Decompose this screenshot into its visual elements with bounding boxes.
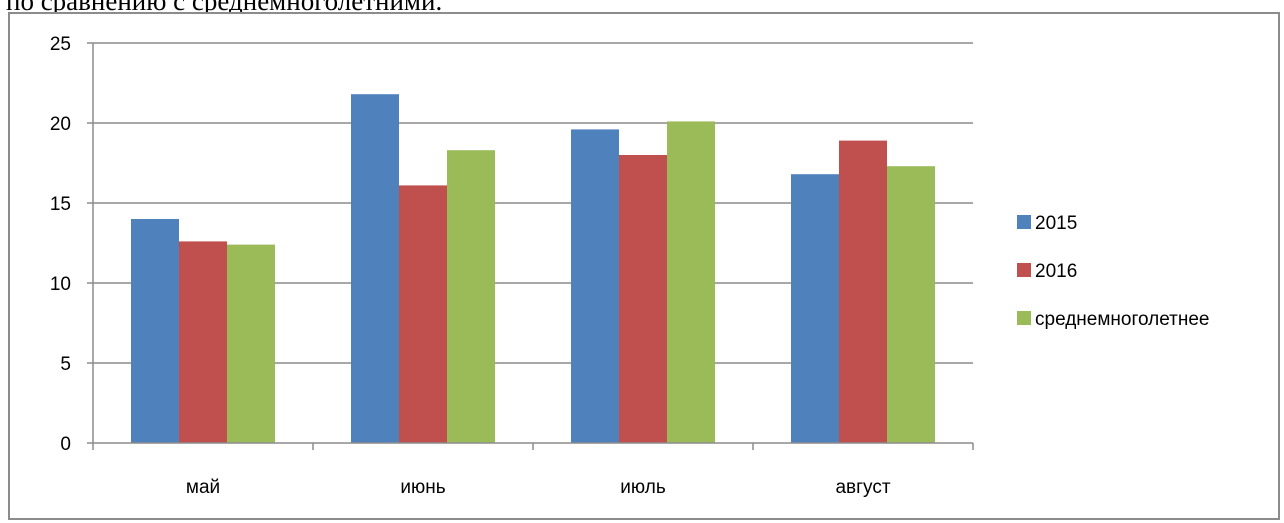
legend-swatch — [1017, 311, 1031, 325]
x-tick-label: август — [835, 477, 890, 498]
legend-swatch — [1017, 263, 1031, 277]
bar-2016-июль — [619, 155, 667, 443]
bar-среднемноголетнее-август — [887, 166, 935, 443]
legend-label: 2015 — [1035, 213, 1077, 234]
bar-2015-май — [131, 219, 179, 443]
legend: 2015 2016 среднемноголетнее — [1017, 213, 1210, 330]
y-tick-label: 0 — [60, 434, 71, 455]
x-tick-label: май — [186, 477, 220, 498]
axes: 0 5 10 15 20 25 май июнь июль август — [50, 34, 974, 498]
legend-swatch — [1017, 215, 1031, 229]
y-tick-label: 20 — [50, 114, 71, 135]
bar-2016-июнь — [399, 185, 447, 443]
bar-2016-август — [839, 140, 887, 443]
bar-2016-май — [179, 241, 227, 443]
legend-label: 2016 — [1035, 261, 1077, 282]
y-tick-label: 10 — [50, 274, 71, 295]
bar-2015-август — [791, 174, 839, 443]
bar-среднемноголетнее-июнь — [447, 150, 495, 443]
legend-label: среднемноголетнее — [1035, 309, 1210, 330]
x-tick-label: июнь — [400, 477, 445, 498]
x-tick-label: июль — [620, 477, 666, 498]
bars — [131, 94, 935, 444]
bar-среднемноголетнее-июль — [667, 121, 715, 444]
bar-2015-июль — [571, 129, 619, 443]
y-tick-label: 5 — [60, 354, 71, 375]
y-tick-label: 15 — [50, 194, 71, 215]
bar-среднемноголетнее-май — [227, 244, 275, 443]
y-tick-label: 25 — [50, 34, 71, 55]
bar-2015-июнь — [351, 94, 399, 443]
